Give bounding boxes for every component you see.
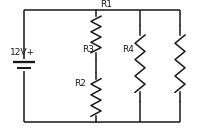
Text: R4: R4: [122, 45, 134, 54]
Text: 12V+: 12V+: [10, 48, 35, 57]
Text: R3: R3: [82, 45, 94, 54]
Text: R1: R1: [100, 0, 112, 9]
Text: R2: R2: [74, 79, 86, 88]
